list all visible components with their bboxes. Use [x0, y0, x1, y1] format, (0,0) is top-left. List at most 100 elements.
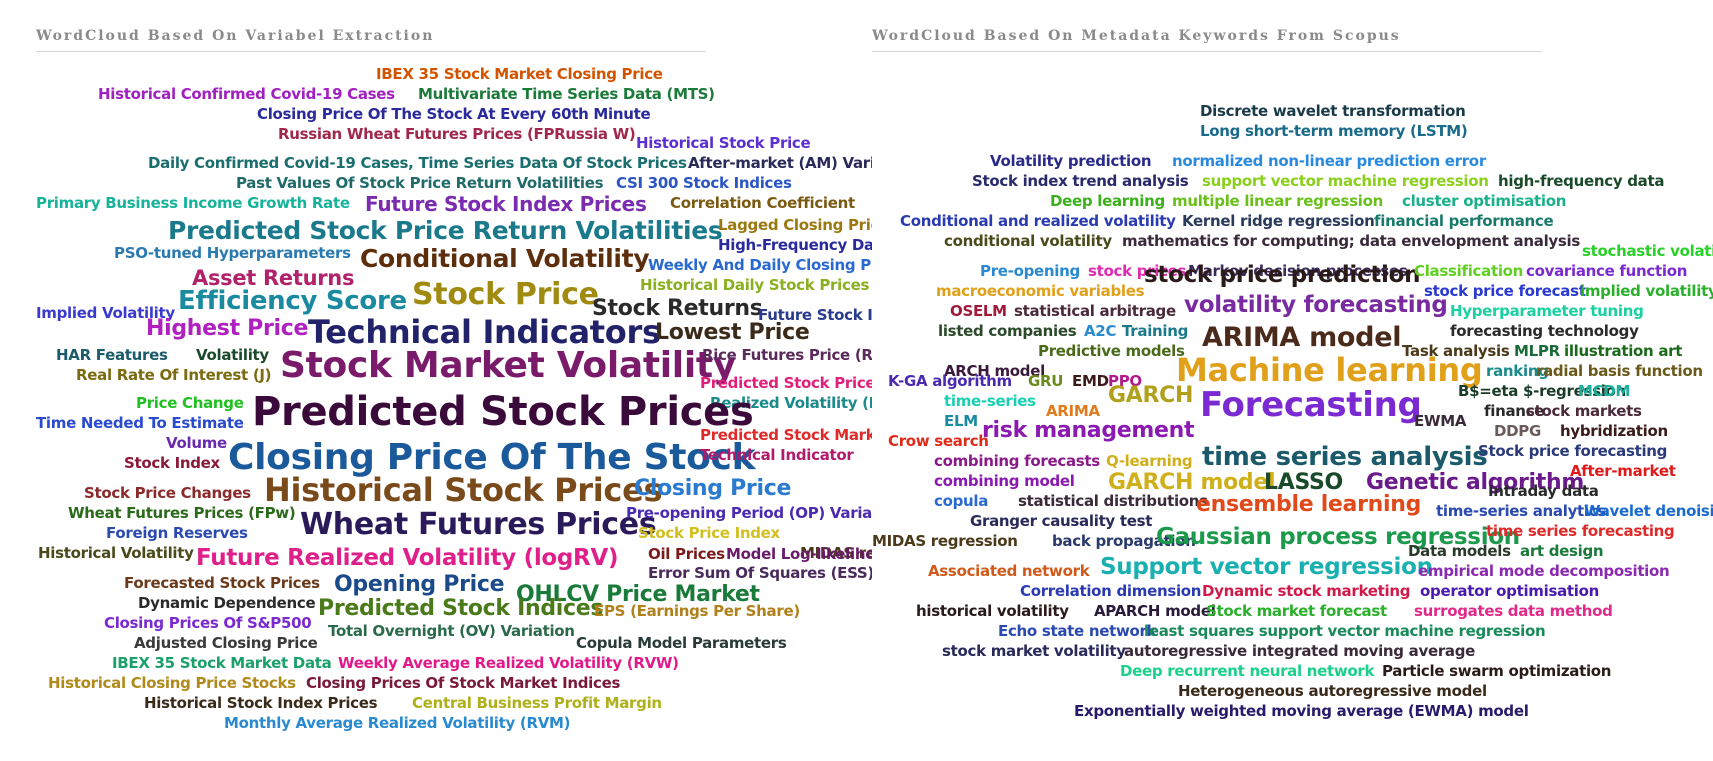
word-cloud-term: mathematics for computing; data envelopm… — [1122, 232, 1580, 250]
word-cloud-term: Rice Futures Price (RFP) — [702, 346, 872, 364]
word-cloud-term: Long short-term memory (LSTM) — [1200, 122, 1468, 140]
word-cloud-term: HAR Features — [56, 346, 168, 364]
word-cloud-term: financial performance — [1374, 212, 1554, 230]
word-cloud-term: GRU — [1028, 372, 1064, 390]
word-cloud-term: Dynamic Dependence — [138, 594, 316, 612]
word-cloud-term: After-market (AM) Variation — [688, 154, 872, 172]
word-cloud-term: Associated network — [928, 562, 1090, 580]
word-cloud-term: Realized Volatility (RV) — [710, 394, 872, 412]
word-cloud-term: Stock price forecasting — [1478, 442, 1668, 460]
word-cloud-term: surrogates data method — [1414, 602, 1613, 620]
word-cloud-term: Pre-opening — [980, 262, 1080, 280]
word-cloud-term: least squares support vector machine reg… — [1144, 622, 1546, 640]
word-cloud-term: Daily Confirmed Covid-19 Cases, Time Ser… — [148, 154, 687, 172]
word-cloud-term: Weekly Average Realized Volatility (RVW) — [338, 654, 679, 672]
word-cloud-term: Pre-opening Period (OP) Variation — [626, 504, 872, 522]
word-cloud-term: High-Frequency Data — [718, 236, 872, 254]
word-cloud-term: MLPR — [1514, 342, 1560, 360]
word-cloud-term: operator optimisation — [1420, 582, 1600, 600]
word-cloud-term: art design — [1520, 542, 1604, 560]
word-cloud-term: back propagation — [1052, 532, 1196, 550]
word-cloud-term: Deep learning — [1050, 192, 1165, 210]
word-cloud-term: LASSO — [1264, 470, 1343, 495]
right-wordcloud-panel: WordCloud Based On Metadata Keywords Fro… — [872, 0, 1713, 761]
word-cloud-term: radial basis function — [1536, 362, 1703, 380]
word-cloud-term: copula — [934, 492, 989, 510]
word-cloud-term: Predicted Stock Indices — [318, 596, 604, 621]
word-cloud-term: Closing Price — [634, 476, 792, 501]
word-cloud-term: cluster optimisation — [1402, 192, 1567, 210]
word-cloud-term: ARCH model — [944, 362, 1045, 380]
word-cloud-term: Real Rate Of Interest (J) — [76, 366, 272, 384]
word-cloud-term: Crow search — [888, 432, 989, 450]
word-cloud-term: high-frequency data — [1498, 172, 1665, 190]
word-cloud-term: statistical distributions — [1018, 492, 1208, 510]
word-cloud-term: Classification — [1414, 262, 1524, 280]
word-cloud-term: EPS (Earnings Per Share) — [594, 602, 800, 620]
word-cloud-term: CSI 300 Stock Indices — [616, 174, 792, 192]
word-cloud-term: Volatility prediction — [990, 152, 1152, 170]
word-cloud-term: stock prices — [1088, 262, 1187, 280]
left-title-divider — [36, 51, 706, 52]
right-panel-title: WordCloud Based On Metadata Keywords Fro… — [872, 28, 1401, 44]
word-cloud-term: Lagged Closing Prices — [718, 216, 872, 234]
word-cloud-term: Forecasted Stock Prices — [124, 574, 320, 592]
word-cloud-term: Conditional and realized volatility — [900, 212, 1176, 230]
word-cloud-term: Implied Volatility — [36, 304, 175, 322]
word-cloud-term: combining model — [934, 472, 1075, 490]
word-cloud-term: ELM — [944, 412, 978, 430]
word-cloud-term: implied volatility — [1580, 282, 1713, 300]
word-cloud-term: Predicted Stock Price Return Volatilitie… — [168, 216, 723, 245]
word-cloud-term: Lowest Price — [655, 320, 810, 345]
word-cloud-term: Genetic algorithm — [1366, 470, 1584, 495]
word-cloud-term: time-series — [944, 392, 1036, 410]
word-cloud-term: Total Overnight (OV) Variation — [328, 622, 575, 640]
word-cloud-term: Heterogeneous autoregressive model — [1178, 682, 1487, 700]
word-cloud-term: Oil Prices — [648, 545, 725, 563]
word-cloud-term: Copula Model Parameters — [576, 634, 787, 652]
word-cloud-term: After-market — [1570, 462, 1676, 480]
word-cloud-term: Future Realized Volatility (logRV) — [196, 545, 619, 571]
word-cloud-term: Wheat Futures Prices (FPw) — [68, 504, 296, 522]
word-cloud-term: time-series analytics — [1436, 502, 1606, 520]
word-cloud-term: Predicted Stock Prices — [252, 389, 754, 435]
word-cloud-term: PSO-tuned Hyperparameters — [114, 244, 351, 262]
left-panel-title: WordCloud Based On Variabel Extraction — [36, 28, 435, 44]
word-cloud-term: Closing Prices Of S&P500 — [104, 614, 312, 632]
word-cloud-term: A2C — [1084, 322, 1117, 340]
word-cloud-term: Price Change — [136, 394, 244, 412]
word-cloud-term: Support vector regression — [1100, 554, 1433, 580]
word-cloud-term: Monthly Average Realized Volatility (RVM… — [224, 714, 571, 732]
word-cloud-term: EWMA — [1414, 412, 1467, 430]
word-cloud-term: Time Needed To Estimate — [36, 414, 244, 432]
word-cloud-term: Technical Indicator — [700, 446, 854, 464]
word-cloud-term: Stock Market Volatility — [280, 345, 736, 386]
word-cloud-term: Kernel ridge regression — [1182, 212, 1375, 230]
word-cloud-term: B$=eta $-regression — [1458, 382, 1626, 400]
word-cloud-term: Echo state network — [998, 622, 1157, 640]
word-cloud-term: Stock Index — [124, 454, 220, 472]
word-cloud-term: Multivariate Time Series Data (MTS) — [418, 85, 715, 103]
word-cloud-term: APARCH model — [1094, 602, 1216, 620]
word-cloud-term: Wheat Futures Prices — [300, 507, 657, 542]
word-cloud-term: risk management — [982, 418, 1195, 443]
word-cloud-term: Granger causality test — [970, 512, 1153, 530]
word-cloud-term: MCDM — [1578, 382, 1631, 400]
word-cloud-term: autoregressive integrated moving average — [1124, 642, 1476, 660]
word-cloud-term: listed companies — [938, 322, 1077, 340]
word-cloud-term: stock markets — [1526, 402, 1642, 420]
word-cloud-term: Data models — [1408, 542, 1511, 560]
word-cloud-term: Deep recurrent neural network — [1120, 662, 1375, 680]
word-cloud-term: Adjusted Closing Price — [134, 634, 318, 652]
word-cloud-term: Primary Business Income Growth Rate — [36, 194, 350, 212]
left-word-cloud: IBEX 35 Stock Market Closing Price Histor… — [36, 67, 872, 732]
word-cloud-term: Historical Closing Price Stocks — [48, 674, 296, 692]
word-cloud-term: Discrete wavelet transformation — [1200, 102, 1466, 120]
word-cloud-term: Opening Price — [334, 572, 505, 597]
word-cloud-term: volatility forecasting — [1184, 292, 1448, 318]
word-cloud-term: historical volatility — [916, 602, 1069, 620]
word-cloud-term: Historical Stock Index Prices — [144, 694, 378, 712]
word-cloud-term: finance — [1484, 402, 1545, 420]
word-cloud-term: Closing Prices Of Stock Market Indices — [306, 674, 621, 692]
word-cloud-term: Volatility — [196, 346, 269, 364]
